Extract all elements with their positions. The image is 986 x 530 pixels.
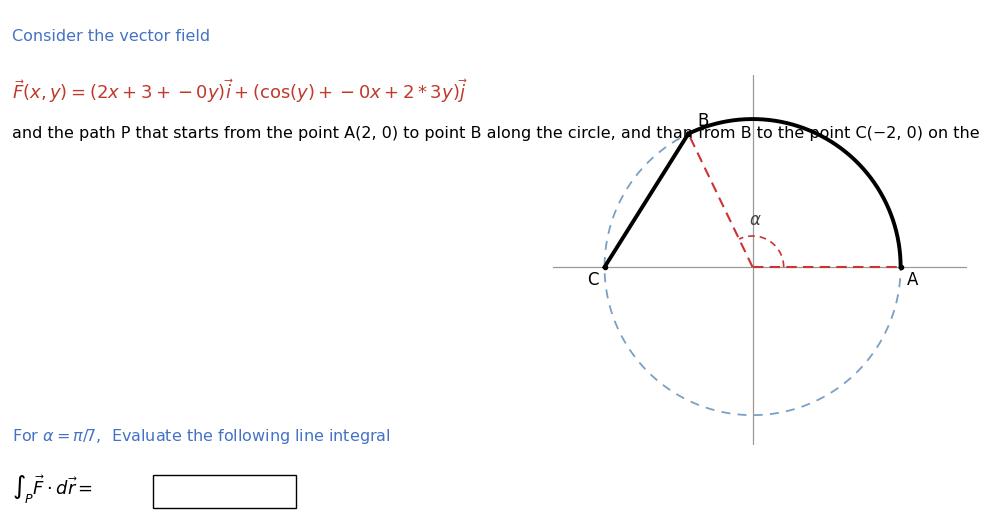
Text: $\vec{F}(x, y) = (2x + 3 + -0y)\vec{i} + (\cos(y) + -0x + 2 * 3y)\vec{j}$: $\vec{F}(x, y) = (2x + 3 + -0y)\vec{i} +… (12, 77, 467, 105)
Text: $\alpha$: $\alpha$ (748, 211, 761, 229)
Text: B: B (696, 112, 708, 130)
Text: $\int_P \vec{F} \cdot d\vec{r} = $: $\int_P \vec{F} \cdot d\vec{r} = $ (12, 473, 93, 505)
Text: Consider the vector field: Consider the vector field (12, 29, 210, 44)
Text: A: A (905, 271, 917, 289)
Bar (153, 475, 296, 508)
Text: C: C (587, 271, 598, 289)
Text: and the path P that starts from the point A(2, 0) to point B along the circle, a: and the path P that starts from the poin… (12, 126, 986, 141)
Text: For $\alpha = \pi/7$,  Evaluate the following line integral: For $\alpha = \pi/7$, Evaluate the follo… (12, 427, 390, 446)
